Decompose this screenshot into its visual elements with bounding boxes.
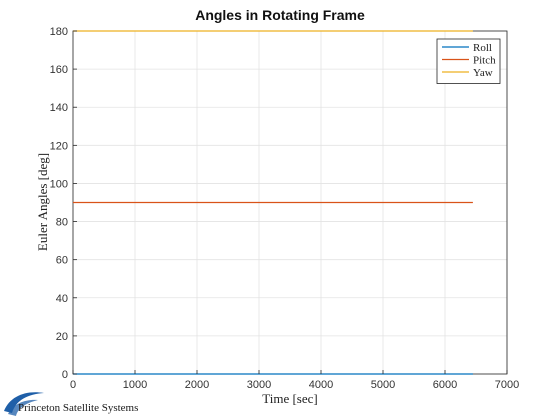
logo-swoosh-icon xyxy=(8,399,38,416)
y-tick-label: 180 xyxy=(50,26,68,38)
y-tick-label: 40 xyxy=(56,293,68,305)
y-tick-label: 160 xyxy=(50,64,68,76)
x-ticks: 0 1000 2000 3000 4000 5000 6000 7000 xyxy=(70,370,519,391)
chart-title: Angles in Rotating Frame xyxy=(195,7,365,23)
x-tick-label: 1000 xyxy=(123,379,147,391)
series-lines xyxy=(73,30,473,375)
legend-label-yaw: Yaw xyxy=(473,67,493,79)
y-tick-label: 0 xyxy=(62,369,68,381)
y-axis-label: Euler Angles [deg] xyxy=(35,153,50,251)
logo: Princeton Satellite Systems xyxy=(4,392,138,416)
y-tick-label: 120 xyxy=(50,140,68,152)
legend-label-roll: Roll xyxy=(473,42,492,54)
x-tick-label: 4000 xyxy=(309,379,333,391)
logo-text: Princeton Satellite Systems xyxy=(18,402,138,414)
y-tick-label: 20 xyxy=(56,331,68,343)
y-tick-label: 80 xyxy=(56,217,68,229)
y-ticks: 0 20 40 60 80 100 120 140 160 180 xyxy=(50,26,77,381)
x-tick-label: 2000 xyxy=(185,379,209,391)
x-tick-label: 7000 xyxy=(495,379,519,391)
y-tick-label: 140 xyxy=(50,102,68,114)
x-tick-label: 5000 xyxy=(371,379,395,391)
x-tick-label: 0 xyxy=(70,379,76,391)
x-axis-label: Time [sec] xyxy=(262,391,318,406)
legend-label-pitch: Pitch xyxy=(473,55,496,67)
x-tick-label: 3000 xyxy=(247,379,271,391)
y-tick-label: 60 xyxy=(56,255,68,267)
y-tick-label: 100 xyxy=(50,178,68,190)
x-tick-label: 6000 xyxy=(433,379,457,391)
